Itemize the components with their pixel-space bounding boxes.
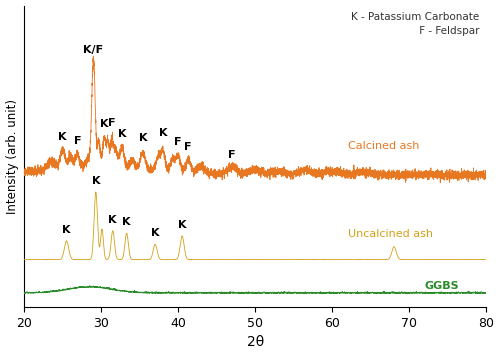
Text: K/F: K/F — [84, 45, 103, 55]
Text: F: F — [184, 142, 192, 152]
Text: K: K — [122, 217, 131, 227]
Y-axis label: Intensity (arb. unit): Intensity (arb. unit) — [6, 99, 18, 214]
Text: F: F — [108, 118, 116, 128]
Text: K: K — [178, 220, 186, 230]
Text: F: F — [74, 136, 81, 146]
Text: K: K — [92, 176, 100, 186]
Text: GGBS: GGBS — [425, 281, 460, 291]
Text: K: K — [158, 129, 167, 138]
Text: K - Patassium Carbonate
 F - Feldspar: K - Patassium Carbonate F - Feldspar — [352, 12, 480, 36]
Text: F: F — [228, 150, 236, 160]
Text: K: K — [151, 228, 160, 238]
Text: K: K — [108, 215, 117, 225]
Text: K: K — [138, 133, 147, 143]
Text: K: K — [58, 132, 67, 142]
Text: Uncalcined ash: Uncalcined ash — [348, 229, 432, 239]
X-axis label: 2θ: 2θ — [246, 335, 264, 349]
Text: K: K — [118, 130, 126, 140]
Text: K: K — [100, 119, 108, 129]
Text: F: F — [174, 137, 182, 147]
Text: K: K — [62, 225, 70, 235]
Text: Calcined ash: Calcined ash — [348, 141, 419, 151]
